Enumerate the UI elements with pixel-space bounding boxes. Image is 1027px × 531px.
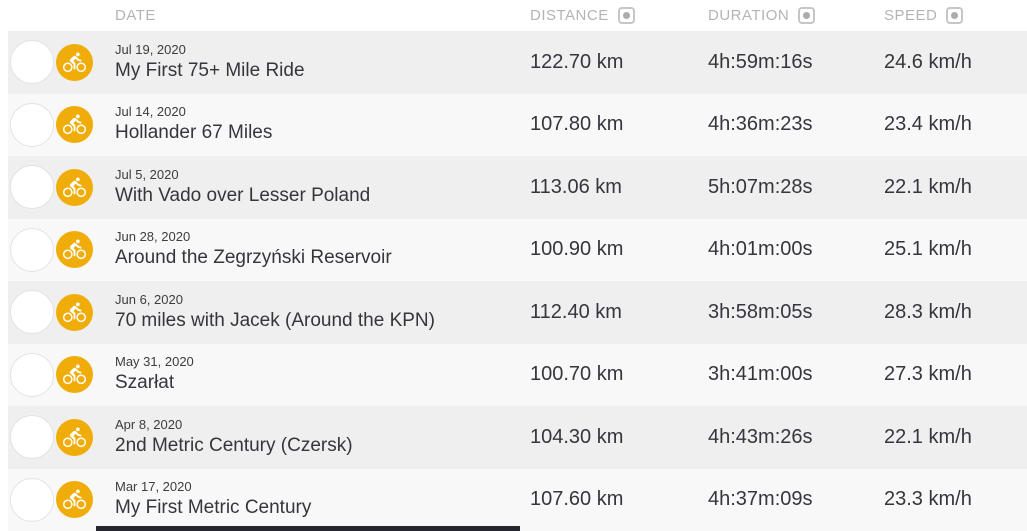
activity-duration: 4h:01m:00s — [708, 238, 813, 261]
activity-duration: 4h:43m:26s — [708, 425, 813, 448]
activity-speed: 28.3 km/h — [884, 300, 972, 323]
header-select-spacer — [8, 0, 56, 31]
column-header-distance: DISTANCE — [530, 7, 609, 24]
activity-duration: 3h:41m:00s — [708, 363, 813, 386]
activity-distance: 100.90 km — [530, 238, 624, 261]
cyclist-icon — [63, 52, 86, 72]
activity-title[interactable]: With Vado over Lesser Poland — [115, 184, 371, 206]
cyclist-icon — [63, 239, 86, 260]
activity-speed: 25.1 km/h — [884, 238, 972, 261]
header-icon-spacer — [56, 0, 100, 31]
activity-title[interactable]: My First 75+ Mile Ride — [115, 59, 305, 81]
activity-duration: 4h:36m:23s — [708, 113, 813, 136]
activity-distance: 107.80 km — [530, 113, 624, 136]
table-header: DATE DISTANCE DURATION SPEED — [8, 0, 1027, 31]
duration-column-toggle-icon[interactable] — [798, 7, 816, 24]
activity-row[interactable]: Jul 19, 2020 My First 75+ Mile Ride 122.… — [8, 31, 1027, 94]
activity-row[interactable]: Apr 8, 2020 2nd Metric Century (Czersk) … — [8, 406, 1027, 469]
activity-title[interactable]: My First Metric Century — [115, 497, 312, 519]
activity-date: Apr 8, 2020 — [115, 416, 183, 432]
cyclist-icon — [63, 302, 86, 322]
toggle-dot — [803, 12, 811, 19]
activity-title[interactable]: 2nd Metric Century (Czersk) — [115, 434, 353, 456]
activity-date: May 31, 2020 — [115, 354, 194, 370]
activity-date: Mar 17, 2020 — [115, 479, 192, 495]
column-header-date: DATE — [115, 7, 156, 24]
toggle-dot — [951, 12, 959, 19]
activity-date: Jul 14, 2020 — [115, 104, 186, 120]
cyclist-icon — [63, 114, 86, 135]
activity-date: Jul 5, 2020 — [115, 166, 179, 182]
activity-speed: 24.6 km/h — [884, 50, 972, 73]
activity-row[interactable]: Jul 14, 2020 Hollander 67 Miles 107.80 k… — [8, 93, 1027, 156]
select-activity-radio[interactable] — [10, 477, 54, 522]
bottom-bar — [96, 526, 520, 531]
activity-type-badge — [56, 356, 93, 394]
select-activity-radio[interactable] — [10, 102, 54, 147]
activity-distance: 113.06 km — [530, 175, 622, 198]
activity-duration: 4h:59m:16s — [708, 50, 813, 73]
activity-distance: 107.60 km — [530, 488, 624, 511]
activity-type-badge — [56, 106, 93, 144]
activity-distance: 122.70 km — [530, 50, 624, 73]
activity-title[interactable]: Hollander 67 Miles — [115, 122, 273, 144]
select-activity-radio[interactable] — [10, 415, 54, 460]
activity-duration: 3h:58m:05s — [708, 300, 813, 323]
activity-speed: 22.1 km/h — [884, 425, 972, 448]
activity-distance: 104.30 km — [530, 425, 624, 448]
activity-type-badge — [56, 43, 93, 81]
toggle-dot — [622, 12, 630, 19]
activity-title[interactable]: 70 miles with Jacek (Around the KPN) — [115, 309, 435, 331]
column-header-speed: SPEED — [884, 7, 938, 24]
activity-date: Jun 6, 2020 — [115, 291, 183, 307]
activity-type-badge — [56, 231, 93, 269]
activity-row[interactable]: Jun 6, 2020 70 miles with Jacek (Around … — [8, 281, 1027, 344]
activity-title[interactable]: Around the Zegrzyński Reservoir — [115, 247, 392, 269]
activity-duration: 5h:07m:28s — [708, 175, 813, 198]
activity-distance: 112.40 km — [530, 300, 622, 323]
cyclist-icon — [63, 364, 86, 385]
activity-date: Jul 19, 2020 — [115, 41, 186, 57]
activity-row[interactable]: Jun 28, 2020 Around the Zegrzyński Reser… — [8, 218, 1027, 281]
activity-speed: 27.3 km/h — [884, 363, 972, 386]
activity-type-badge — [56, 293, 93, 331]
cyclist-icon — [63, 427, 86, 447]
select-activity-radio[interactable] — [10, 352, 54, 397]
activity-date: Jun 28, 2020 — [115, 229, 191, 245]
select-activity-radio[interactable] — [10, 227, 54, 272]
activity-type-badge — [56, 418, 93, 456]
activity-type-badge — [56, 168, 93, 206]
activity-speed: 23.4 km/h — [884, 113, 972, 136]
activity-distance: 100.70 km — [530, 363, 624, 386]
activity-duration: 4h:37m:09s — [708, 488, 813, 511]
activity-row[interactable]: Jul 5, 2020 With Vado over Lesser Poland… — [8, 156, 1027, 219]
select-activity-radio[interactable] — [10, 40, 54, 85]
cyclist-icon — [63, 489, 86, 510]
select-activity-radio[interactable] — [10, 290, 54, 335]
activity-title[interactable]: Szarłat — [115, 372, 175, 394]
select-activity-radio[interactable] — [10, 165, 54, 210]
activity-row[interactable]: May 31, 2020 Szarłat 100.70 km 3h:41m:00… — [8, 343, 1027, 406]
speed-column-toggle-icon[interactable] — [946, 7, 964, 24]
cyclist-icon — [63, 177, 86, 197]
activity-speed: 22.1 km/h — [884, 175, 972, 198]
activity-type-badge — [56, 481, 93, 519]
activity-speed: 23.3 km/h — [884, 488, 972, 511]
column-header-duration: DURATION — [708, 7, 790, 24]
distance-column-toggle-icon[interactable] — [617, 7, 635, 24]
activity-row[interactable]: Mar 17, 2020 My First Metric Century 107… — [8, 468, 1027, 531]
